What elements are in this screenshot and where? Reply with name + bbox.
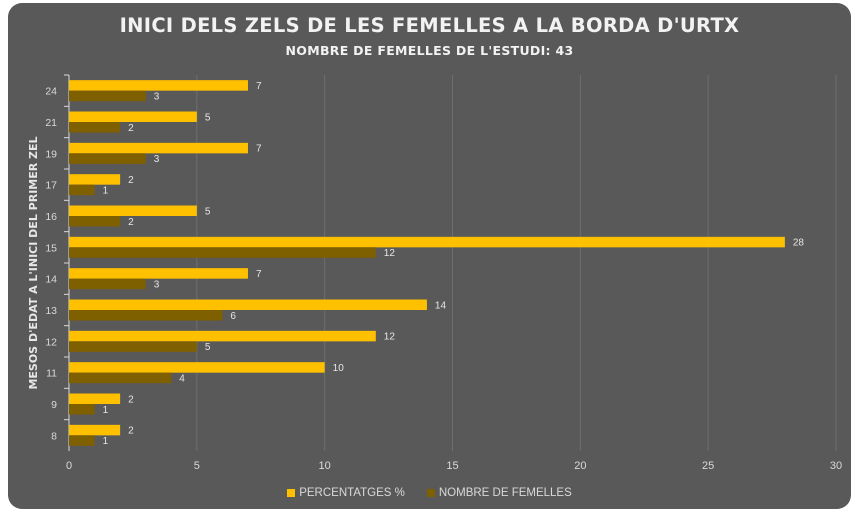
chart-title: INICI DELS ZELS DE LES FEMELLES A LA BOR… bbox=[119, 14, 740, 37]
bar bbox=[69, 362, 325, 373]
bar bbox=[69, 90, 146, 102]
x-tick-label: 20 bbox=[574, 460, 586, 472]
legend-swatch-nombre-femelles bbox=[426, 489, 435, 497]
y-tick-label: 8 bbox=[51, 430, 57, 442]
x-tick-label: 25 bbox=[702, 460, 714, 472]
data-label: 1 bbox=[103, 185, 109, 196]
data-label: 3 bbox=[154, 154, 160, 165]
data-label: 28 bbox=[793, 238, 805, 249]
bar bbox=[69, 435, 95, 446]
y-tick-label: 17 bbox=[45, 180, 57, 192]
bar bbox=[69, 111, 197, 122]
data-label: 1 bbox=[103, 405, 109, 416]
y-tick-label: 16 bbox=[45, 211, 57, 223]
data-label: 2 bbox=[128, 217, 134, 228]
data-label: 7 bbox=[256, 81, 262, 92]
y-tick-label: 9 bbox=[51, 399, 57, 411]
bar bbox=[69, 278, 146, 290]
y-tick-label: 24 bbox=[45, 86, 57, 98]
legend: PERCENTATGES % NOMBRE DE FEMELLES bbox=[0, 487, 859, 499]
data-label: 12 bbox=[384, 248, 396, 259]
bar bbox=[69, 142, 248, 154]
bar bbox=[69, 299, 427, 310]
legend-item-nombre-femelles: NOMBRE DE FEMELLES bbox=[426, 487, 572, 499]
x-tick-label: 15 bbox=[446, 460, 458, 472]
x-tick-label: 0 bbox=[66, 460, 72, 472]
y-tick-label: 15 bbox=[45, 242, 57, 254]
data-label: 5 bbox=[205, 342, 211, 353]
y-tick-label: 19 bbox=[45, 148, 57, 160]
bar bbox=[69, 153, 146, 164]
data-label: 5 bbox=[205, 206, 211, 217]
x-tick-label: 30 bbox=[830, 460, 842, 472]
data-label: 7 bbox=[256, 144, 262, 155]
data-label: 2 bbox=[128, 123, 134, 134]
y-tick-label: 11 bbox=[46, 368, 57, 380]
bar bbox=[69, 205, 197, 216]
legend-label-percentatges: PERCENTATGES % bbox=[299, 487, 405, 499]
legend-label-nombre-femelles: NOMBRE DE FEMELLES bbox=[438, 487, 572, 499]
data-label: 3 bbox=[154, 279, 160, 290]
data-label: 2 bbox=[128, 394, 134, 405]
x-tick-label: 10 bbox=[319, 460, 331, 472]
data-label: 5 bbox=[205, 112, 211, 123]
bar bbox=[69, 310, 223, 321]
bar bbox=[69, 268, 248, 279]
y-tick-label: 14 bbox=[45, 274, 57, 286]
bar bbox=[69, 247, 376, 258]
chart-subtitle: NOMBRE DE FEMELLES DE L'ESTUDI: 43 bbox=[285, 43, 574, 58]
data-label: 2 bbox=[128, 175, 134, 186]
y-tick-label: 12 bbox=[45, 336, 57, 348]
y-axis-title: MESOS D'EDAT A L'INICI DEL PRIMER ZEL bbox=[27, 136, 40, 389]
data-label: 14 bbox=[435, 300, 447, 311]
bar bbox=[69, 216, 121, 227]
x-tick-label: 5 bbox=[194, 460, 200, 472]
bar bbox=[69, 341, 197, 352]
data-label: 6 bbox=[230, 311, 236, 322]
bar bbox=[69, 424, 121, 436]
data-label: 3 bbox=[154, 91, 160, 102]
bar bbox=[69, 236, 785, 248]
data-label: 2 bbox=[128, 426, 134, 437]
data-label: 4 bbox=[179, 373, 185, 384]
data-label: 1 bbox=[103, 436, 109, 447]
bar bbox=[69, 330, 376, 342]
data-label: 7 bbox=[256, 269, 262, 280]
bar bbox=[69, 372, 172, 384]
bar bbox=[69, 174, 121, 185]
data-label: 12 bbox=[384, 332, 396, 343]
bar bbox=[69, 184, 95, 196]
data-label: 10 bbox=[333, 363, 345, 374]
bar bbox=[69, 404, 95, 415]
bar bbox=[69, 80, 248, 91]
bar bbox=[69, 393, 121, 404]
legend-swatch-percentatges bbox=[287, 489, 296, 497]
legend-item-percentatges: PERCENTATGES % bbox=[287, 487, 405, 499]
y-tick-label: 13 bbox=[45, 305, 57, 317]
y-tick-label: 21 bbox=[45, 117, 57, 129]
bar bbox=[69, 122, 121, 133]
